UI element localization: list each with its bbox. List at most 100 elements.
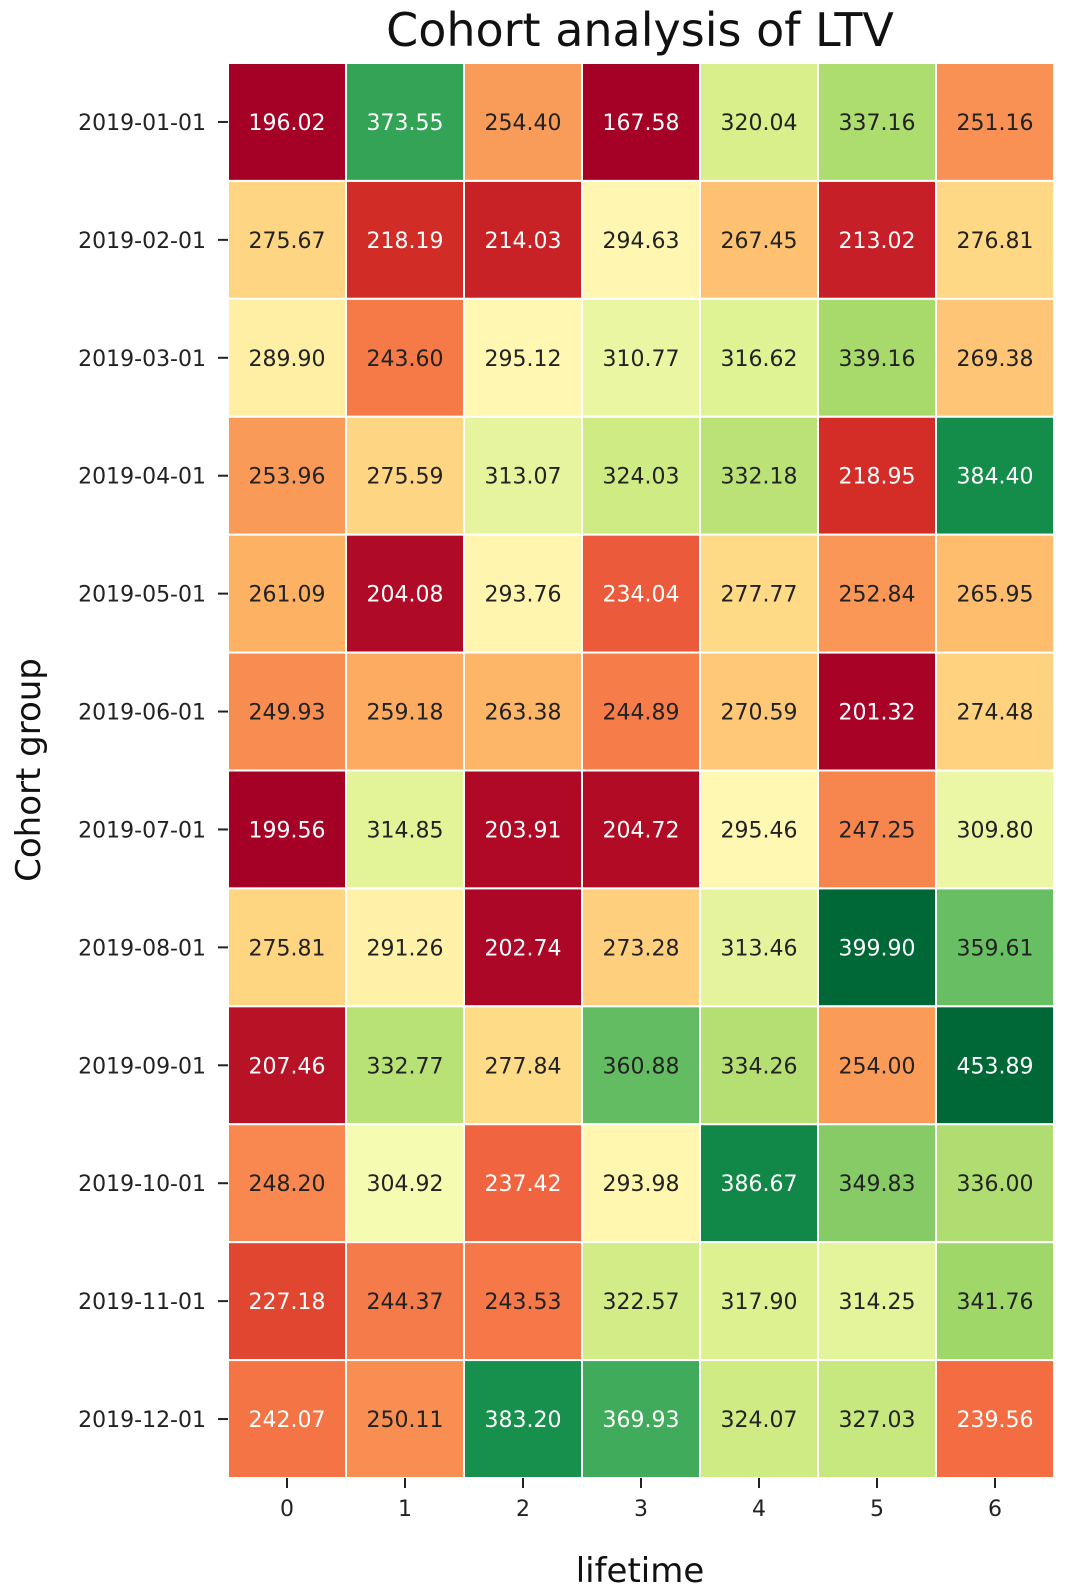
heatmap-cell <box>345 297 465 418</box>
cell-value-label: 203.91 <box>485 818 562 843</box>
heatmap-cell <box>227 651 347 772</box>
cell-value-label: 213.02 <box>839 229 916 254</box>
y-tick-label: 2019-04-01 <box>78 465 206 490</box>
cell-value-label: 359.61 <box>957 936 1034 961</box>
x-tick-label: 0 <box>280 1497 294 1522</box>
cell-value-label: 274.48 <box>957 701 1034 726</box>
cell-value-label: 289.90 <box>249 347 326 372</box>
cell-value-label: 242.07 <box>249 1408 326 1433</box>
y-tick-label: 2019-08-01 <box>78 936 206 961</box>
heatmap-cell <box>817 415 937 536</box>
cell-value-label: 204.72 <box>603 818 680 843</box>
cell-value-label: 324.07 <box>721 1408 798 1433</box>
heatmap-cell <box>463 62 583 182</box>
heatmap-cell <box>699 769 819 890</box>
cell-value-label: 243.60 <box>367 347 444 372</box>
heatmap-cell <box>227 1359 347 1480</box>
cell-value-label: 234.04 <box>603 583 680 608</box>
cell-value-label: 207.46 <box>249 1054 326 1079</box>
cell-value-label: 214.03 <box>485 229 562 254</box>
cell-value-label: 244.37 <box>367 1290 444 1315</box>
heatmap-cell <box>935 1241 1055 1362</box>
cell-value-label: 360.88 <box>603 1054 680 1079</box>
cell-value-label: 247.25 <box>839 818 916 843</box>
cell-value-label: 254.40 <box>485 111 562 136</box>
x-axis-ticks: 0 1 2 3 4 5 6 <box>280 1478 1002 1522</box>
heatmap-cell <box>227 62 347 182</box>
cell-value-label: 332.18 <box>721 465 798 490</box>
heatmap-cell <box>345 887 465 1008</box>
cell-value-label: 291.26 <box>367 936 444 961</box>
cell-value-label: 243.53 <box>485 1290 562 1315</box>
y-tick-label: 2019-03-01 <box>78 347 206 372</box>
heatmap-cell <box>817 769 937 890</box>
cell-value-label: 293.76 <box>485 583 562 608</box>
cell-value-label: 334.26 <box>721 1054 798 1079</box>
cell-value-label: 252.84 <box>839 583 916 608</box>
x-tick-label: 3 <box>634 1497 648 1522</box>
y-tick-label: 2019-11-01 <box>78 1290 206 1315</box>
heatmap-cell <box>699 1359 819 1480</box>
heatmap-cell <box>227 1123 347 1244</box>
heatmap-cell <box>463 297 583 418</box>
heatmap-cell <box>581 769 701 890</box>
heatmap-cell <box>935 769 1055 890</box>
heatmap-cell <box>699 1005 819 1126</box>
cell-value-label: 259.18 <box>367 701 444 726</box>
y-tick-label: 2019-06-01 <box>78 701 206 726</box>
cell-value-label: 275.67 <box>249 229 326 254</box>
heatmap-cell <box>817 1359 937 1480</box>
y-tick-label: 2019-09-01 <box>78 1054 206 1079</box>
cell-value-label: 270.59 <box>721 701 798 726</box>
heatmap-cell <box>817 887 937 1008</box>
cell-value-label: 309.80 <box>957 818 1034 843</box>
cell-value-label: 253.96 <box>249 465 326 490</box>
heatmap-cell <box>935 651 1055 772</box>
cell-value-label: 227.18 <box>249 1290 326 1315</box>
cell-value-label: 199.56 <box>249 818 326 843</box>
cell-value-label: 453.89 <box>957 1054 1034 1079</box>
cell-value-label: 267.45 <box>721 229 798 254</box>
cell-value-label: 204.08 <box>367 583 444 608</box>
cell-value-label: 399.90 <box>839 936 916 961</box>
heatmap-cell <box>817 1241 937 1362</box>
x-tick-label: 5 <box>870 1497 884 1522</box>
cell-value-label: 218.95 <box>839 465 916 490</box>
heatmap-cell <box>581 651 701 772</box>
heatmap-cell <box>463 179 583 300</box>
cell-value-label: 269.38 <box>957 347 1034 372</box>
cell-value-label: 336.00 <box>957 1172 1034 1197</box>
cell-value-label: 339.16 <box>839 347 916 372</box>
y-axis-label: Cohort group <box>9 658 49 882</box>
heatmap-cell <box>935 887 1055 1008</box>
heatmap-cell <box>699 887 819 1008</box>
heatmap-cell <box>581 1241 701 1362</box>
cell-value-label: 341.76 <box>957 1290 1034 1315</box>
heatmap-cell <box>581 887 701 1008</box>
cell-value-label: 201.32 <box>839 701 916 726</box>
cell-value-label: 294.63 <box>603 229 680 254</box>
y-tick-label: 2019-05-01 <box>78 583 206 608</box>
heatmap-cell <box>699 651 819 772</box>
heatmap-cell <box>463 1005 583 1126</box>
cell-value-label: 251.16 <box>957 111 1034 136</box>
heatmap-cell <box>345 651 465 772</box>
y-tick-label: 2019-01-01 <box>78 111 206 136</box>
cell-value-label: 277.84 <box>485 1054 562 1079</box>
heatmap-cell <box>463 533 583 654</box>
cell-value-label: 218.19 <box>367 229 444 254</box>
cell-value-label: 244.89 <box>603 701 680 726</box>
cell-value-label: 337.16 <box>839 111 916 136</box>
heatmap-cell <box>935 1359 1055 1480</box>
heatmap-cell <box>345 1359 465 1480</box>
cell-value-label: 332.77 <box>367 1054 444 1079</box>
cell-value-label: 383.20 <box>485 1408 562 1433</box>
heatmap-cell <box>463 1241 583 1362</box>
cell-value-label: 313.46 <box>721 936 798 961</box>
cell-value-label: 237.42 <box>485 1172 562 1197</box>
cell-value-label: 295.46 <box>721 818 798 843</box>
heatmap-cell <box>227 887 347 1008</box>
cell-value-label: 304.92 <box>367 1172 444 1197</box>
heatmap-cell <box>935 297 1055 418</box>
cell-value-label: 202.74 <box>485 936 562 961</box>
